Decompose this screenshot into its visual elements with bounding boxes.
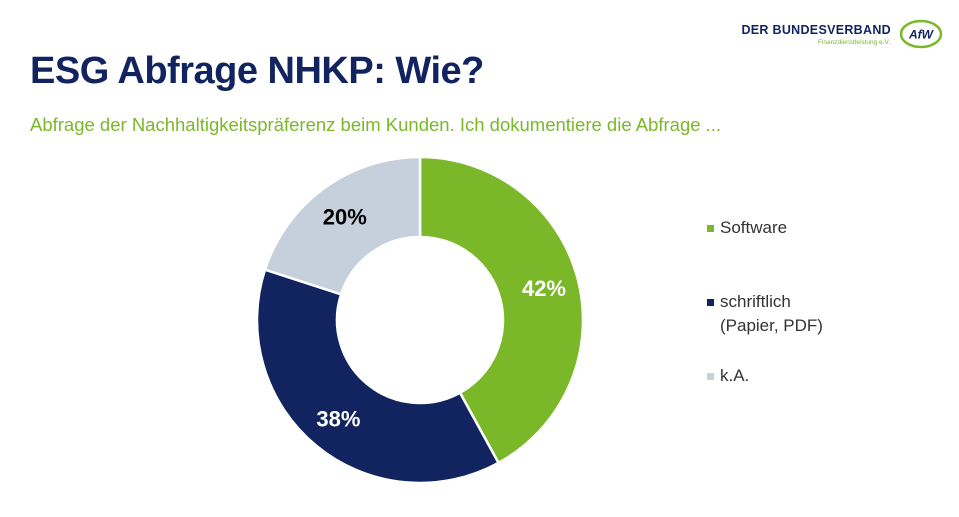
logo-main-text: DER BUNDESVERBAND xyxy=(741,23,891,37)
legend-swatch xyxy=(707,225,714,232)
slice-schriftlich-papier-pdf xyxy=(255,268,501,485)
donut-labels: 42% 38% 20% xyxy=(316,204,566,431)
legend-label: schriftlich (Papier, PDF) xyxy=(720,292,823,335)
page-subtitle: Abfrage der Nachhaltigkeitspräferenz bei… xyxy=(30,114,722,135)
donut-slices xyxy=(255,155,585,485)
logo-sub-text: Finanzdienstleistung e.V. xyxy=(817,39,890,46)
slice-software xyxy=(418,155,585,465)
data-label-k-a: 20% xyxy=(323,204,367,229)
slice-k-a xyxy=(263,155,422,296)
legend-swatch xyxy=(707,299,714,306)
legend-label: Software xyxy=(720,218,788,237)
afw-emblem-icon: AfW xyxy=(899,19,943,49)
afw-logo: DER BUNDESVERBAND Finanzdienstleistung e… xyxy=(741,18,943,50)
data-label-schriftlich-papier-pdf: 38% xyxy=(316,407,360,432)
legend-swatch xyxy=(707,373,714,380)
legend-label: k.A. xyxy=(720,366,750,385)
data-label-software: 42% xyxy=(522,276,566,301)
logo-emblem-text: AfW xyxy=(908,28,935,42)
page-title: ESG Abfrage NHKP: Wie? xyxy=(30,50,484,92)
